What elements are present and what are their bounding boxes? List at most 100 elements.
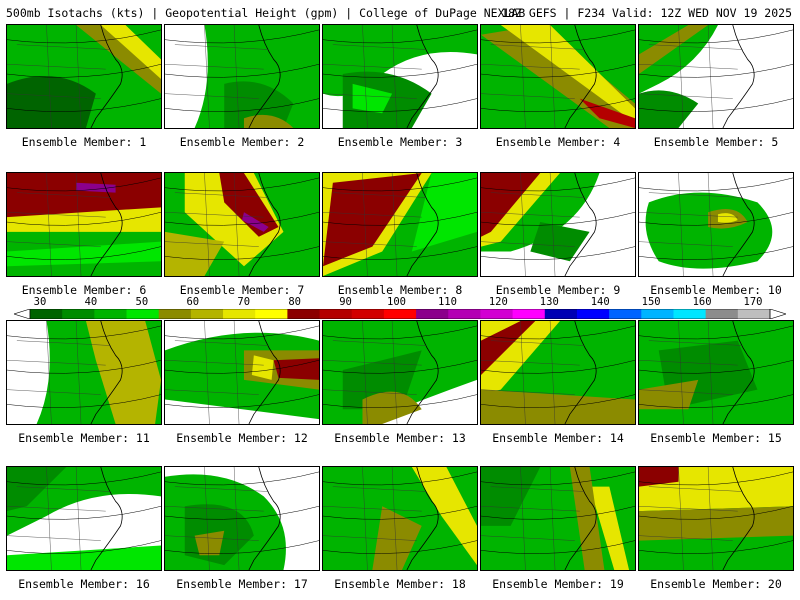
isotach-shading [639, 90, 699, 128]
isotach-shading [481, 173, 541, 237]
colorbar-swatch [158, 309, 192, 319]
height-contours [165, 471, 319, 554]
isotach-shading [411, 467, 477, 566]
height-contours [165, 29, 319, 112]
height-contours [639, 177, 793, 260]
isotach-shading [219, 173, 279, 237]
coastline [406, 321, 439, 424]
ensemble-member-label: Ensemble Member: 2 [179, 135, 305, 149]
ensemble-member-map [638, 24, 794, 129]
isotach-shading [224, 81, 294, 128]
colorbar-swatch [512, 309, 546, 319]
state-borders [639, 25, 743, 128]
ensemble-member-label: Ensemble Member: 11 [18, 431, 150, 445]
coastline [564, 467, 597, 570]
isotach-shading [7, 467, 67, 512]
ensemble-member-map [164, 466, 320, 571]
isotach-shading [362, 391, 422, 424]
colorbar-swatch [383, 309, 417, 319]
ensemble-member-map [322, 24, 478, 129]
colorbar-tick-label: 120 [488, 296, 508, 308]
colorbar-tick-label: 50 [135, 296, 149, 308]
ensemble-member-label: Ensemble Member: 16 [18, 577, 150, 591]
state-borders [7, 467, 111, 570]
colorbar-swatch [190, 309, 224, 319]
colorbar-left-arrow [14, 309, 31, 319]
height-contours [7, 29, 161, 112]
colorbar-swatch [255, 309, 288, 319]
height-contours [323, 177, 477, 260]
ensemble-member-map [164, 320, 320, 425]
ensemble-member-map [6, 466, 162, 571]
colorbar-tick-label: 110 [437, 296, 457, 308]
wind-speed-colorbar [14, 309, 786, 319]
ensemble-member-map [638, 172, 794, 277]
colorbar-swatch [480, 309, 514, 319]
state-borders [165, 173, 269, 276]
height-contours [323, 325, 477, 408]
state-borders [165, 25, 269, 128]
colorbar-tick-labels: 30 40 50 60 70 80 90 100 110 120 130 140 150 160 170 [0, 296, 800, 308]
coastline [248, 173, 281, 276]
state-borders [481, 467, 585, 570]
state-borders [323, 173, 427, 276]
ensemble-member-map [6, 24, 162, 129]
state-borders [7, 25, 111, 128]
height-contours [323, 29, 477, 112]
coastline [90, 173, 123, 276]
height-contours [639, 325, 793, 408]
state-borders [7, 173, 111, 276]
ensemble-member-label: Ensemble Member: 13 [334, 431, 466, 445]
isotach-shading [645, 192, 773, 269]
ensemble-member-label: Ensemble Member: 20 [650, 577, 782, 591]
colorbar-tick-label: 90 [339, 296, 352, 308]
isotach-shading [251, 355, 274, 380]
height-contours [481, 29, 635, 112]
state-borders [639, 467, 743, 570]
colorbar-tick-label: 30 [33, 296, 47, 308]
coastline [564, 25, 597, 128]
coastline [406, 467, 439, 570]
isotach-shading [589, 486, 630, 570]
isotach-shading [530, 222, 590, 262]
isotach-shading [639, 25, 709, 75]
ensemble-member-label: Ensemble Member: 4 [495, 135, 621, 149]
isotach-shading [194, 530, 225, 556]
coastline [90, 321, 123, 424]
colorbar-tick-label: 100 [387, 296, 406, 308]
colorbar-swatch [94, 309, 128, 319]
state-borders [165, 467, 269, 570]
coastline [564, 173, 597, 276]
ensemble-member-label: Ensemble Member: 7 [179, 283, 305, 297]
state-borders [639, 321, 743, 424]
ensemble-member-label: Ensemble Member: 8 [337, 283, 463, 297]
ensemble-member-label: Ensemble Member: 6 [21, 283, 147, 297]
colorbar-tick-label: 170 [743, 296, 763, 308]
height-contours [639, 471, 793, 554]
ensemble-member-label: Ensemble Member: 17 [176, 577, 308, 591]
ensemble-member-map [322, 320, 478, 425]
ensemble-member-label: Ensemble Member: 15 [650, 431, 782, 445]
coastline [406, 25, 439, 128]
colorbar-swatch [448, 309, 481, 319]
colorbar-swatch [641, 309, 674, 319]
coastline [90, 25, 123, 128]
isotach-shading [481, 467, 541, 526]
colorbar-swatch [705, 309, 739, 319]
colorbar-swatch [544, 309, 578, 319]
coastline [248, 321, 281, 424]
ensemble-member-label: Ensemble Member: 18 [334, 577, 466, 591]
coastline [722, 173, 755, 276]
ensemble-member-map [164, 172, 320, 277]
colorbar-swatch [30, 309, 63, 319]
height-contours [481, 471, 635, 554]
isotach-shading [372, 506, 422, 570]
state-borders [481, 321, 585, 424]
colorbar-tick-label: 140 [590, 296, 610, 308]
isotach-shading [7, 76, 96, 128]
state-borders [481, 25, 585, 128]
run-valid-time: 18Z GEFS | F234 Valid: 12Z WED NOV 19 20… [501, 6, 792, 20]
ensemble-member-label: Ensemble Member: 12 [176, 431, 308, 445]
header: 500mb Isotachs (kts) | Geopotential Heig… [0, 0, 800, 24]
colorbar-swatch [351, 309, 385, 319]
